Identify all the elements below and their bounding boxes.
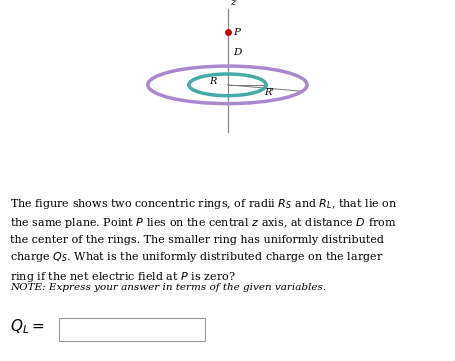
Text: z: z [230, 0, 235, 7]
Text: NOTE: Express your answer in terms of the given variables.: NOTE: Express your answer in terms of th… [10, 283, 326, 292]
Text: D: D [233, 48, 242, 57]
Text: R': R' [264, 88, 274, 97]
Text: R: R [209, 78, 216, 86]
Bar [59, 318, 205, 341]
Text: P: P [233, 28, 240, 37]
Text: The figure shows two concentric rings, of radii $R_S$ and $R_L$, that lie on
the: The figure shows two concentric rings, o… [10, 197, 397, 284]
Text: $Q_L =$: $Q_L =$ [10, 317, 45, 336]
